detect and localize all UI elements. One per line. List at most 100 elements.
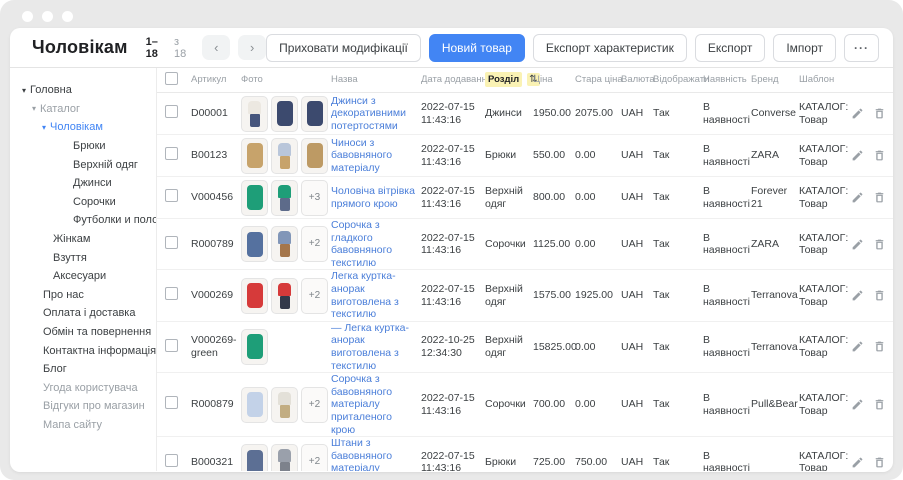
delete-icon[interactable] [873, 107, 886, 120]
sort-icon[interactable]: ⇅ [527, 73, 540, 86]
sidebar-item[interactable]: Сорочки [10, 193, 156, 212]
sidebar-item[interactable]: Взуття [10, 248, 156, 267]
sidebar-item[interactable]: Обмін та повернення [10, 323, 156, 342]
sidebar-item[interactable]: Футболки и поло [10, 211, 156, 230]
row-checkbox[interactable] [165, 235, 178, 249]
edit-icon[interactable] [851, 340, 864, 353]
more-photos-badge[interactable]: +3 [301, 179, 328, 216]
product-photo [241, 444, 268, 471]
sidebar-item[interactable]: ▾ Чоловікам [10, 118, 156, 137]
row-availability: В наявності [703, 231, 750, 257]
export-characteristics-button[interactable]: Експорт характеристик [532, 33, 687, 62]
import-button[interactable]: Імпорт [773, 33, 836, 62]
sidebar-item[interactable]: ▾ Каталог [10, 100, 156, 119]
row-checkbox[interactable] [165, 105, 178, 119]
row-checkbox[interactable] [165, 396, 178, 410]
sidebar-item[interactable]: Мапа сайту [10, 416, 156, 435]
product-link[interactable]: — Легка куртка-анорак виготовлена з текс… [331, 321, 409, 372]
sidebar-item-label: Блог [43, 363, 67, 376]
product-link[interactable]: Сорочка з гладкого бавовняного текстилю [331, 219, 393, 269]
row-checkbox[interactable] [165, 453, 178, 467]
delete-icon[interactable] [873, 456, 886, 469]
sidebar-item[interactable]: Верхній одяг [10, 155, 156, 174]
sidebar-item[interactable]: Жінкам [10, 230, 156, 249]
delete-icon[interactable] [873, 398, 886, 411]
table-row: V000269 +2 Легка куртка-анорак виготовле… [157, 270, 893, 322]
row-brand: Forever 21 [751, 184, 788, 210]
more-photos-badge[interactable]: +2 [301, 444, 328, 471]
more-photos-badge[interactable]: +2 [301, 386, 328, 423]
photo-cell [241, 137, 331, 174]
select-all-checkbox[interactable] [165, 71, 178, 85]
row-template: КАТАЛОГ: Товар [799, 449, 849, 471]
delete-icon[interactable] [873, 191, 886, 204]
sidebar-item[interactable]: Брюки [10, 137, 156, 156]
row-availability: В наявності [703, 282, 750, 308]
window-control-dot[interactable] [22, 11, 33, 22]
window-control-dot[interactable] [62, 11, 73, 22]
product-photo [241, 386, 268, 423]
product-link[interactable]: Легка куртка-анорак виготовлена з тексти… [331, 270, 399, 321]
row-sku: V000269-green [191, 334, 237, 359]
export-button[interactable]: Експорт [694, 33, 766, 62]
delete-icon[interactable] [873, 340, 886, 353]
sidebar-item[interactable]: Про нас [10, 286, 156, 305]
row-old-price: 2075.00 [575, 107, 613, 120]
hide-modifications-button[interactable]: Приховати модифікації [266, 33, 421, 62]
row-template: КАТАЛОГ: Товар [799, 231, 849, 257]
more-actions-button[interactable]: ··· [844, 33, 879, 62]
product-link[interactable]: Чоловіча вітрівка прямого крою [331, 184, 415, 210]
sidebar-item[interactable]: Контактна інформація [10, 341, 156, 360]
sidebar-item[interactable]: Аксесуари [10, 267, 156, 286]
sidebar-item[interactable]: ▾ Головна [10, 81, 156, 100]
row-checkbox[interactable] [165, 338, 178, 352]
row-currency: UAH [621, 455, 644, 468]
sidebar-item[interactable]: Оплата і доставка [10, 304, 156, 323]
sidebar-item[interactable]: Угода користувача [10, 379, 156, 398]
product-link[interactable]: Джинси з декоративними потертостями [331, 94, 406, 132]
more-photos-badge[interactable]: +2 [301, 277, 328, 314]
row-actions [851, 149, 891, 162]
row-price: 15825.00 [533, 340, 577, 353]
sidebar-item-label: Обмін та повернення [43, 326, 152, 339]
delete-icon[interactable] [873, 289, 886, 302]
col-header-photo: Фото [241, 74, 263, 86]
caret-down-icon: ▾ [42, 122, 47, 132]
sidebar-item[interactable]: Відгуки про магазин [10, 397, 156, 416]
sidebar-item[interactable]: Блог [10, 360, 156, 379]
sidebar-item-label: Джинси [73, 177, 112, 190]
product-photo [241, 95, 268, 132]
edit-icon[interactable] [851, 107, 864, 120]
prev-page-button[interactable]: ‹ [202, 35, 231, 60]
more-photos-badge[interactable]: +2 [301, 226, 328, 263]
window-control-dot[interactable] [42, 11, 53, 22]
row-old-price: 0.00 [575, 149, 596, 162]
delete-icon[interactable] [873, 238, 886, 251]
edit-icon[interactable] [851, 191, 864, 204]
edit-icon[interactable] [851, 238, 864, 251]
new-product-button[interactable]: Новий товар [428, 33, 525, 62]
edit-icon[interactable] [851, 289, 864, 302]
window-controls [22, 11, 73, 22]
edit-icon[interactable] [851, 149, 864, 162]
row-checkbox[interactable] [165, 147, 178, 161]
row-brand: Converse [751, 107, 796, 120]
row-old-price: 1925.00 [575, 289, 613, 302]
sidebar-item[interactable]: Джинси [10, 174, 156, 193]
product-link[interactable]: Чиноси з бавовняного матеріалу [331, 136, 393, 174]
edit-icon[interactable] [851, 398, 864, 411]
row-availability: В наявності [703, 100, 750, 126]
product-link[interactable]: Сорочка з бавовняного матеріалу притален… [331, 373, 393, 436]
product-photo [271, 277, 298, 314]
product-link[interactable]: Штани з бавовняного матеріалу прямого кр… [331, 437, 393, 471]
sidebar-item-label: Угода користувача [43, 381, 138, 394]
sidebar-item-label: Чоловікам [50, 121, 103, 134]
row-currency: UAH [621, 237, 644, 250]
row-checkbox[interactable] [165, 287, 178, 301]
table-row: V000269-green — Легка куртка-анорак виго… [157, 321, 893, 374]
delete-icon[interactable] [873, 149, 886, 162]
row-checkbox[interactable] [165, 189, 178, 203]
next-page-button[interactable]: › [238, 35, 267, 60]
edit-icon[interactable] [851, 456, 864, 469]
sidebar-category-tree: ▾ Головна ▾ Каталог ▾ Чоловікам Брюки Ве… [10, 68, 157, 471]
